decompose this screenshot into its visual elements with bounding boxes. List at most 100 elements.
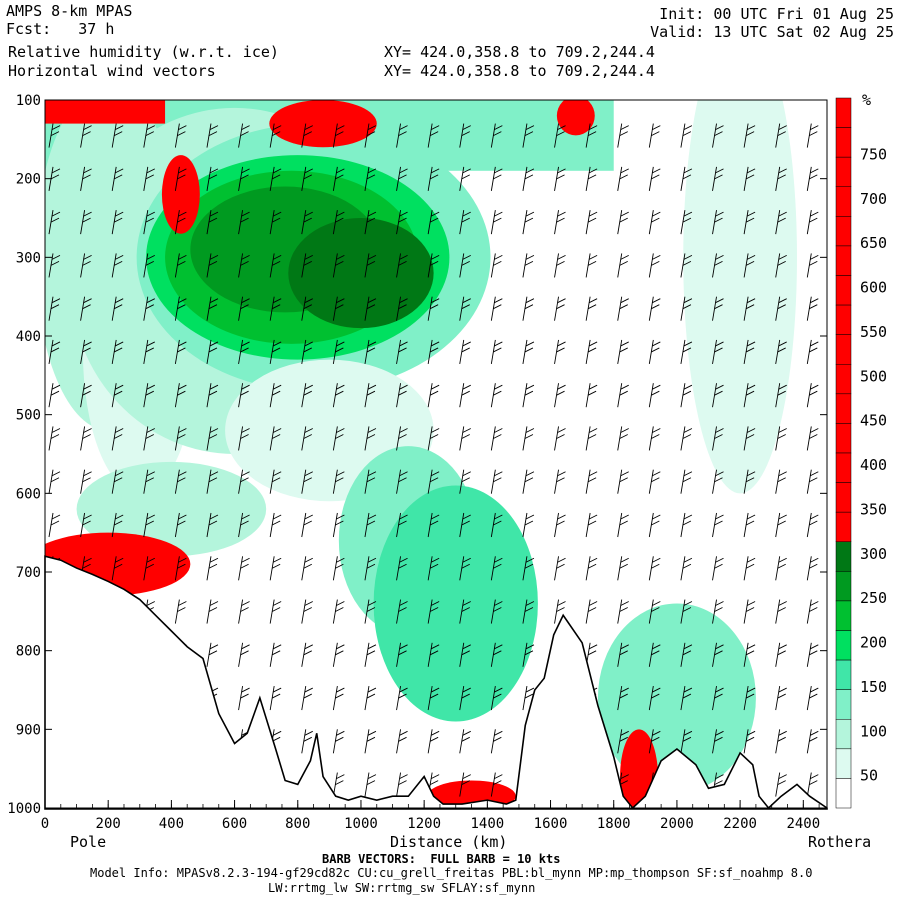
y-tick-label: 800 xyxy=(16,644,41,660)
y-tick-label: 200 xyxy=(16,172,41,188)
y-tick-label: 900 xyxy=(16,722,41,738)
wind-barb xyxy=(238,210,250,235)
wind-barb xyxy=(301,642,313,667)
wind-barb xyxy=(712,253,724,278)
wind-barb xyxy=(48,339,61,365)
wind-barb xyxy=(269,556,282,581)
x-tick-label: 2200 xyxy=(723,816,757,832)
wind-barb xyxy=(301,469,313,494)
wind-barb xyxy=(206,123,219,148)
wind-barb xyxy=(80,123,92,148)
wind-barb xyxy=(364,772,377,797)
colorbar-segment xyxy=(835,423,852,454)
colorbar-label: 400 xyxy=(860,456,887,474)
wind-barb xyxy=(459,426,471,451)
wind-barb xyxy=(585,210,598,235)
wind-barb xyxy=(648,426,661,451)
wind-barb xyxy=(396,729,408,754)
colorbar-segment xyxy=(835,304,852,335)
wind-barb xyxy=(396,469,408,494)
wind-barb xyxy=(554,166,566,191)
colorbar-segment xyxy=(835,216,852,247)
wind-barb xyxy=(427,685,440,711)
wind-barb xyxy=(396,210,408,235)
wind-barb xyxy=(490,383,503,408)
wind-barb xyxy=(806,296,819,321)
wind-barb xyxy=(301,123,313,148)
wind-barb xyxy=(806,642,819,667)
wind-barb xyxy=(490,512,503,538)
colorbar-segment xyxy=(835,364,852,395)
wind-barb xyxy=(269,599,282,624)
wind-barb xyxy=(806,253,819,278)
wind-barb xyxy=(806,599,819,624)
wind-barb xyxy=(522,469,535,494)
wind-barb xyxy=(648,642,661,667)
wind-barb xyxy=(712,729,724,754)
y-tick-label: 400 xyxy=(16,329,41,345)
wind-barb xyxy=(48,123,61,148)
wind-barb xyxy=(332,383,345,408)
colorbar-label: 200 xyxy=(860,634,887,652)
wind-barb xyxy=(301,253,313,278)
wind-barb xyxy=(174,469,187,494)
moist-core-darkest xyxy=(288,218,434,329)
y-tick-label: 700 xyxy=(16,565,41,581)
valid-time: Valid: 13 UTC Sat 02 Aug 25 xyxy=(650,23,894,41)
wind-barb xyxy=(48,210,61,235)
wind-barb xyxy=(806,469,819,494)
wind-barb xyxy=(301,426,313,451)
wind-barb xyxy=(554,469,566,494)
wind-barb xyxy=(585,599,598,624)
wind-barb xyxy=(301,599,313,624)
wind-barb xyxy=(743,599,756,624)
wind-barb xyxy=(459,123,471,148)
wind-barb xyxy=(301,210,313,235)
x-axis-label: Distance (km) xyxy=(390,833,508,851)
wind-barb xyxy=(680,685,693,711)
colorbar-label: 700 xyxy=(860,190,887,208)
wind-barb xyxy=(617,210,629,235)
xy-range-2: XY= 424.0,358.8 to 709.2,244.4 xyxy=(384,62,655,80)
wind-barb xyxy=(617,339,629,365)
wind-barb xyxy=(554,253,566,278)
wind-barb xyxy=(48,426,61,451)
wind-barb xyxy=(238,166,250,191)
wind-barb xyxy=(775,599,787,624)
wind-barb xyxy=(617,685,629,711)
wind-barb xyxy=(712,210,724,235)
wind-barb xyxy=(48,469,61,494)
wind-barb xyxy=(396,123,408,148)
wind-barb xyxy=(80,166,92,191)
x-tick-label: 1200 xyxy=(407,816,441,832)
wind-barb xyxy=(269,685,282,711)
wind-barb xyxy=(743,512,756,538)
colorbar-segment xyxy=(835,127,852,158)
wind-barb xyxy=(490,469,503,494)
wind-barb xyxy=(364,383,377,408)
wind-barb xyxy=(585,296,598,321)
wind-barb xyxy=(522,166,535,191)
colorbar-label: 50 xyxy=(860,767,878,785)
wind-barb xyxy=(332,729,345,754)
wind-barb xyxy=(522,123,535,148)
x-tick-label: 200 xyxy=(96,816,121,832)
wind-barb xyxy=(585,339,598,365)
wind-barb xyxy=(775,685,787,711)
wind-barb xyxy=(364,469,377,494)
wind-barb xyxy=(648,556,661,581)
wind-barb xyxy=(648,296,661,321)
wind-barb xyxy=(364,339,377,365)
wind-barb xyxy=(174,123,187,148)
wind-barb xyxy=(806,556,819,581)
x-tick-label: 2400 xyxy=(786,816,820,832)
wind-barb xyxy=(585,426,598,451)
wind-barb xyxy=(743,339,756,365)
wind-barb xyxy=(617,383,629,408)
wind-barb xyxy=(301,556,313,581)
wind-barb xyxy=(364,166,377,191)
wind-barb xyxy=(364,210,377,235)
wind-barb xyxy=(111,123,124,148)
y-tick-label: 1000 xyxy=(7,801,41,817)
rh-field xyxy=(45,100,827,808)
